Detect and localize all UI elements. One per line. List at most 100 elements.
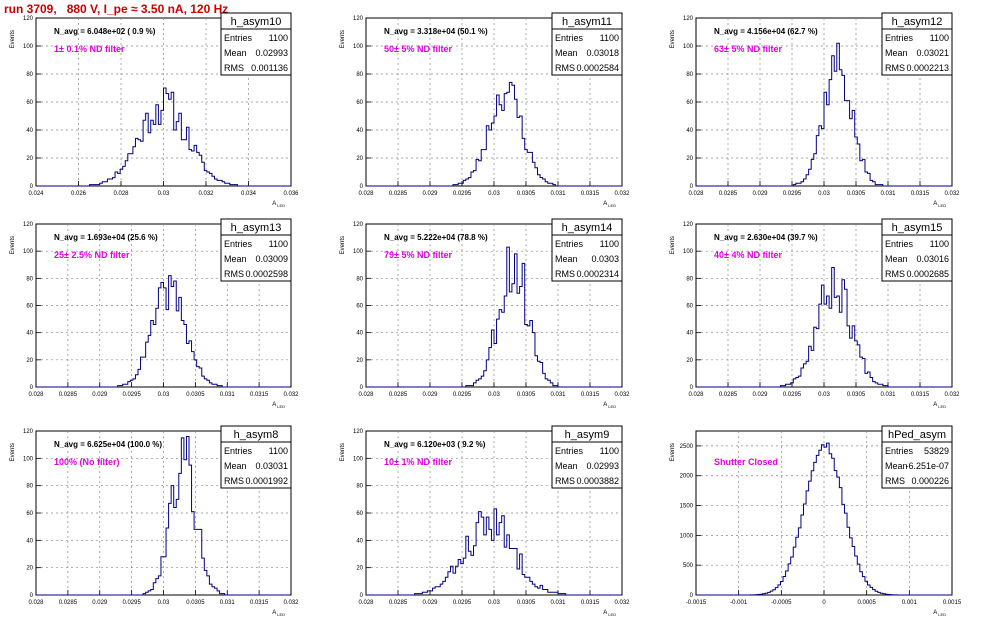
x-tick-label: 0.028	[113, 191, 129, 197]
y-tick-label: 20	[26, 566, 33, 572]
stats-value: -6.251e-07	[905, 461, 949, 471]
stats-box-frame	[551, 12, 623, 76]
x-tick-label: 0.031	[880, 392, 896, 398]
stats-box-frame	[881, 425, 953, 489]
x-tick-label: 0.032	[944, 191, 960, 197]
stats-box-frame	[881, 12, 953, 76]
x-tick-label: 0.03	[158, 191, 170, 197]
x-axis-title: ALED	[933, 201, 946, 208]
stats-label: Entries	[555, 239, 584, 249]
y-tick-label: 80	[26, 484, 33, 490]
y-tick-label: 2500	[680, 444, 694, 450]
stats-label: RMS	[224, 269, 244, 279]
stats-label: RMS	[885, 63, 905, 73]
x-tick-label: 0.0285	[59, 392, 78, 398]
y-tick-label: 100	[353, 249, 364, 255]
y-axis-title: Events	[670, 443, 676, 461]
y-tick-label: 1000	[680, 533, 694, 539]
y-tick-label: 60	[356, 304, 363, 310]
stats-box-frame	[881, 218, 953, 282]
y-tick-label: 0	[690, 385, 694, 391]
y-tick-label: 2000	[680, 474, 694, 480]
histogram-panel-h_asym9: 0.028 0.0285 0.029 0.0295 0.03 0.0305 0.031 0.0…	[340, 425, 630, 617]
x-tick-label: 0.0285	[59, 600, 78, 606]
stats-label: RMS	[885, 269, 905, 279]
x-tick-label: 0.0305	[517, 600, 536, 606]
y-tick-label: 40	[356, 331, 363, 337]
x-tick-label: 0.024	[28, 191, 44, 197]
y-tick-label: 120	[683, 222, 694, 228]
x-tick-label: 0.032	[614, 600, 630, 606]
y-tick-label: 40	[26, 128, 33, 134]
x-tick-label: 0.0315	[581, 191, 600, 197]
histogram-line	[696, 442, 952, 596]
stats-value: 53829	[924, 446, 949, 456]
stats-box-frame	[220, 12, 292, 76]
stats-value: 0.0003882	[576, 476, 619, 486]
navg-label: N_avg = 4.156e+04 (62.7 %)	[714, 27, 818, 36]
histogram-name: h_asym13	[231, 222, 282, 234]
y-tick-label: 40	[686, 331, 693, 337]
x-tick-label: 0.03	[158, 600, 170, 606]
x-tick-label: 0.036	[283, 191, 299, 197]
x-tick-label: 0.031	[220, 392, 236, 398]
y-tick-label: 40	[26, 538, 33, 544]
y-tick-label: 80	[356, 276, 363, 282]
y-tick-label: 80	[686, 276, 693, 282]
stats-value: 0.0001992	[245, 476, 288, 486]
x-tick-label: 0.031	[220, 600, 236, 606]
histogram-panel-hPed_asym: -0.0015 -0.001 -0.0005 0 0.0005 0.001 0.0015 0 5…	[670, 425, 962, 617]
stats-label: Mean	[224, 461, 247, 471]
histogram-line	[36, 87, 291, 187]
y-tick-label: 100	[23, 44, 34, 50]
stats-box: h_asym14 Entries 1100 Mean 0.0303 RMS 0.000231…	[551, 218, 623, 282]
x-tick-label: 0.028	[28, 392, 44, 398]
x-tick-label: 0.029	[422, 191, 438, 197]
filter-label: 10± 1% ND filter	[384, 457, 452, 467]
histogram-name: h_asym11	[562, 16, 612, 28]
x-tick-label: 0.026	[71, 191, 87, 197]
stats-label: Mean	[885, 48, 908, 58]
navg-label: N_avg = 1.693e+04 (25.6 %)	[54, 233, 158, 242]
navg-label: N_avg = 6.048e+02 ( 0.9 %)	[54, 27, 156, 36]
x-tick-label: 0.0315	[581, 600, 600, 606]
x-tick-label: 0.034	[241, 191, 257, 197]
y-tick-label: 20	[356, 358, 363, 364]
stats-value: 0.0002584	[576, 63, 619, 73]
y-tick-label: 80	[26, 72, 33, 78]
stats-value: 0.02993	[586, 461, 619, 471]
navg-label: N_avg = 6.625e+04 (100.0 %)	[54, 440, 162, 449]
stats-label: Mean	[224, 48, 247, 58]
filter-label: 100% (No filter)	[54, 457, 120, 467]
y-tick-label: 1500	[680, 504, 694, 510]
filter-label: 63± 5% ND filter	[714, 44, 782, 54]
x-tick-label: 0.031	[880, 191, 896, 197]
stats-label: Entries	[885, 239, 914, 249]
x-tick-label: 0.0285	[719, 191, 738, 197]
filter-label: 25± 2.5% ND filter	[54, 250, 130, 260]
x-tick-label: 0.031	[550, 600, 566, 606]
histogram-panel-h_asym10: 0.024 0.026 0.028 0.03 0.032 0.034 0.036 0 20 40 6…	[10, 12, 299, 208]
x-axis-title: ALED	[603, 610, 616, 617]
x-axis-title: ALED	[603, 402, 616, 409]
y-tick-label: 120	[353, 222, 364, 228]
y-axis-title: Events	[340, 30, 346, 48]
histogram-name: h_asym10	[231, 16, 282, 28]
stats-label: RMS	[555, 63, 575, 73]
stats-label: Mean	[555, 461, 578, 471]
x-tick-label: 0.0295	[783, 191, 802, 197]
histogram-line	[366, 508, 622, 596]
x-tick-label: 0.028	[358, 392, 374, 398]
x-tick-label: 0.028	[688, 191, 704, 197]
x-tick-label: 0.001	[902, 600, 918, 606]
stats-label: Mean	[555, 48, 578, 58]
navg-label: N_avg = 6.120e+03 ( 9.2 %)	[384, 440, 486, 449]
y-tick-label: 20	[356, 156, 363, 162]
stats-value: 0.0002598	[245, 269, 288, 279]
stats-value: 0.03016	[916, 254, 949, 264]
y-tick-label: 20	[356, 566, 363, 572]
x-tick-label: 0.03	[488, 191, 500, 197]
x-tick-label: 0.0295	[783, 392, 802, 398]
x-tick-label: -0.0005	[771, 600, 792, 606]
